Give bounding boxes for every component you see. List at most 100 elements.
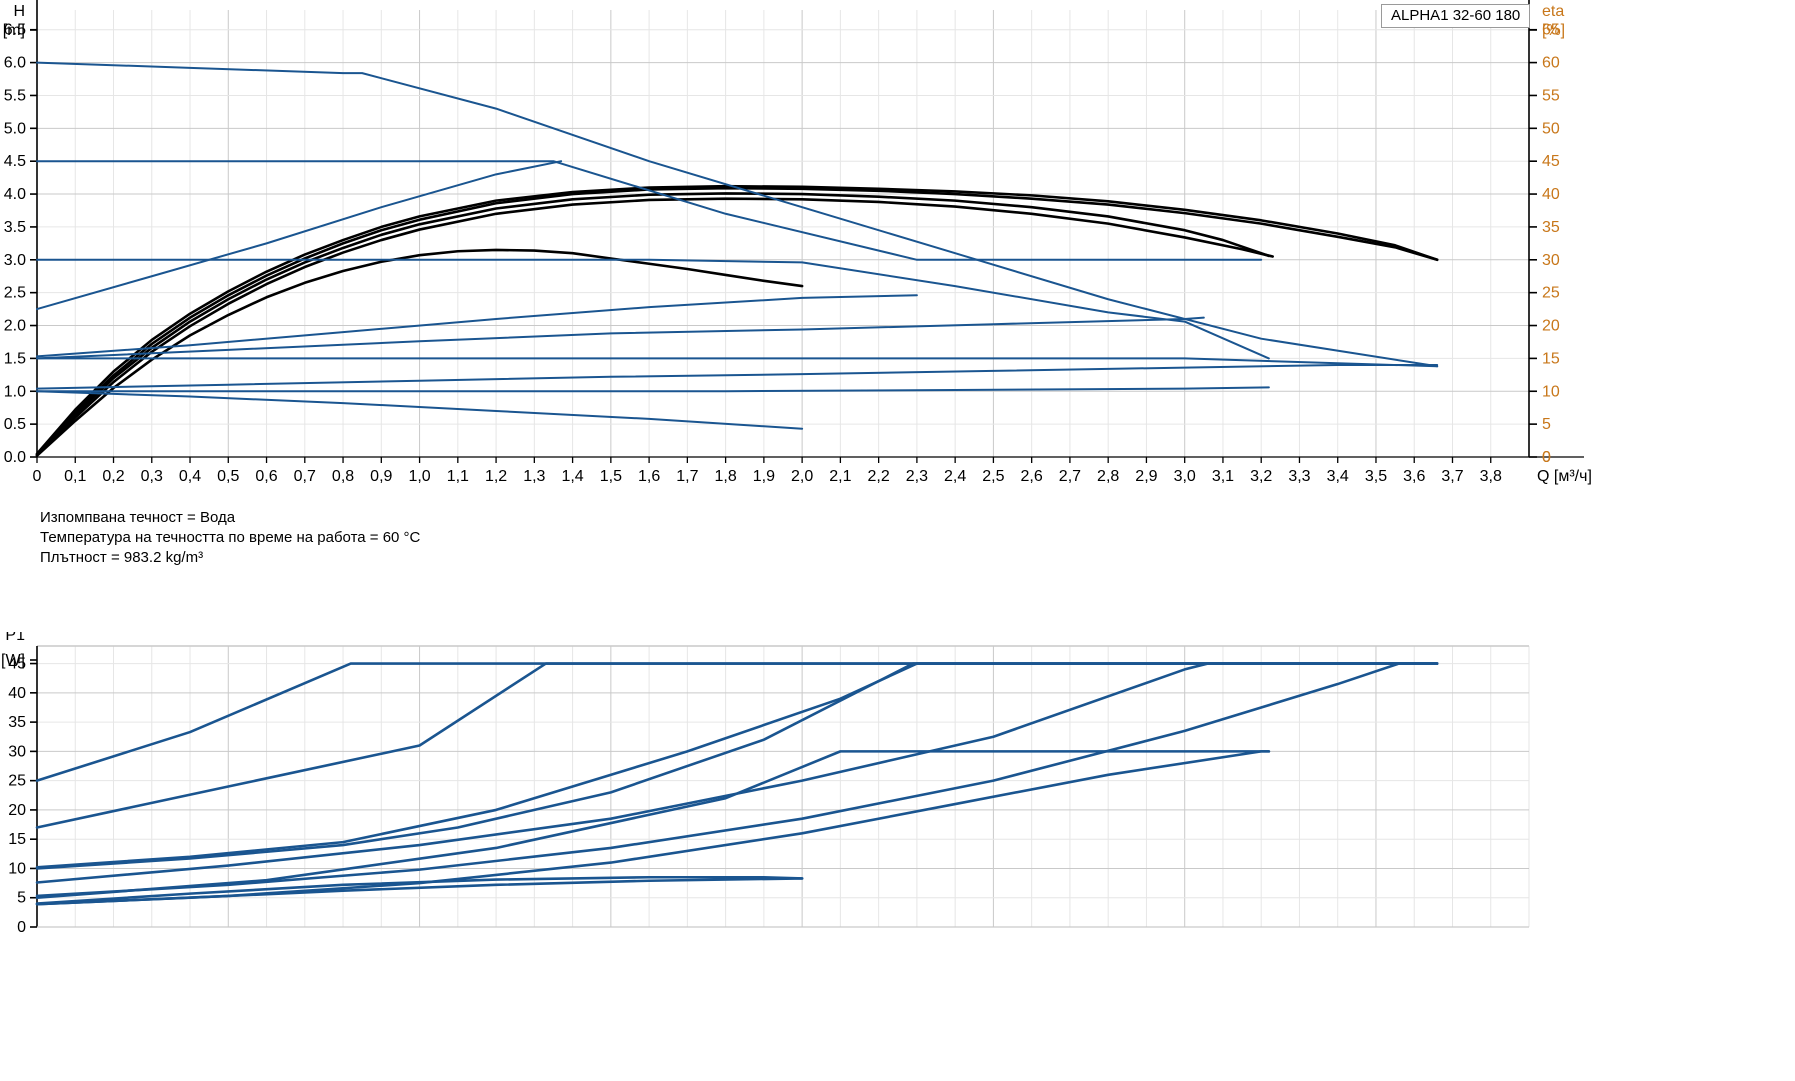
x-axis-tick-label: 2,3	[906, 468, 928, 485]
power-y-axis-tick-label: 0	[17, 919, 26, 936]
head-efficiency-svg: 0.0 0.5 1.0 1.5 2.0 2.5 3.0 3.5 4.0 4.5 5.0 5.5 6.0 6…	[3, 0, 1592, 485]
y-axis-right-tick-label: 15	[1542, 350, 1560, 367]
y-axis-right-tick-label: 55	[1542, 87, 1560, 104]
x-axis-tick-label: 1,5	[600, 468, 622, 485]
efficiency-curve	[36, 61, 1439, 368]
power-y-axis-tick-label: 30	[8, 743, 26, 760]
y-axis-left-tick-label: 6.0	[4, 55, 26, 72]
x-axis-tick-label: 3,7	[1441, 468, 1463, 485]
head-curve	[35, 197, 1274, 457]
efficiency-curve	[36, 386, 1270, 393]
y-axis-left-tick-label: 3.0	[4, 252, 26, 269]
power-y-axis-unit: [W]	[1, 652, 25, 669]
y-axis-left-tick-label: 2.5	[4, 285, 26, 302]
y-axis-right-title: eta	[1542, 3, 1564, 20]
y-axis-left-tick-label: 2.0	[4, 318, 26, 335]
power-curve	[35, 662, 1439, 898]
x-axis-tick-label: 1,9	[753, 468, 775, 485]
y-axis-left-tick-label: 3.5	[4, 219, 26, 236]
power-y-axis-tick-label: 20	[8, 802, 26, 819]
efficiency-curve	[36, 363, 1439, 390]
y-axis-right-tick-label: 0	[1542, 449, 1551, 466]
y-axis-right-tick-label: 60	[1542, 55, 1560, 72]
y-axis-right-tick-label: 10	[1542, 383, 1560, 400]
y-axis-left-tick-label: 6.5	[4, 22, 26, 39]
x-axis-tick-label: 1,2	[485, 468, 507, 485]
x-axis-tick-label: 0,5	[217, 468, 239, 485]
liquid-notes: Изпомпвана течност = Вода Температура на…	[40, 508, 420, 568]
y-axis-right-tick-label: 50	[1542, 120, 1560, 137]
x-axis-tick-label: 3,1	[1212, 468, 1234, 485]
power-curve	[35, 662, 1439, 869]
x-axis-tick-label: 0,4	[179, 468, 201, 485]
power-curve	[35, 662, 1439, 884]
head-efficiency-chart: 0.0 0.5 1.0 1.5 2.0 2.5 3.0 3.5 4.0 4.5 5.0 5.5 6.0 6…	[3, 0, 1592, 485]
y-axis-right-zero-label: 0	[1542, 449, 1551, 466]
y-axis-left-tick-label: 1.0	[4, 383, 26, 400]
efficiency-curve	[36, 357, 1439, 368]
y-axis-left-unit: [m]	[3, 22, 25, 39]
power-y-axis-tick-label: 35	[8, 714, 26, 731]
x-axis-tick-label: 0,1	[64, 468, 86, 485]
power-y-axis-tick-label: 45	[8, 656, 26, 673]
note-pumped-liquid: Изпомпвана течност = Вода	[40, 509, 236, 526]
power-curve	[35, 875, 804, 905]
y-axis-left-tick-label: 5.0	[4, 120, 26, 137]
x-axis-tick-label: 2,7	[1059, 468, 1081, 485]
x-axis-tick-label: 2,4	[944, 468, 966, 485]
x-axis-tick-label: 3,8	[1480, 468, 1502, 485]
x-axis-tick-label: 3,2	[1250, 468, 1272, 485]
pump-model-label: ALPHA1 32-60 180	[1391, 7, 1521, 24]
y-axis-right-tick-label: 30	[1542, 252, 1560, 269]
x-axis-tick-label: 1,0	[408, 468, 430, 485]
x-axis-tick-label: 3,6	[1403, 468, 1425, 485]
y-axis-left-tick-label: 0.5	[4, 416, 26, 433]
x-axis-tick-label: 2,8	[1097, 468, 1119, 485]
x-axis-tick-label: 0,2	[102, 468, 124, 485]
efficiency-curve	[36, 258, 1270, 360]
x-axis-tick-label: 3,0	[1174, 468, 1196, 485]
x-axis-tick-label: 2,9	[1135, 468, 1157, 485]
efficiency-curve	[36, 316, 1205, 360]
y-axis-right-tick-label: 25	[1542, 285, 1560, 302]
head-curve	[35, 184, 1439, 456]
head-curve	[35, 192, 1271, 457]
y-axis-left-tick-label: 4.5	[4, 153, 26, 170]
head-curve	[35, 248, 804, 457]
y-axis-right-tick-label: 45	[1542, 153, 1560, 170]
power-y-axis-tick-label: 15	[8, 831, 26, 848]
x-axis-tick-label: 1,8	[714, 468, 736, 485]
y-axis-right-tick-label: 35	[1542, 219, 1560, 236]
efficiency-curve	[36, 160, 563, 311]
x-axis-tick-label: 2,0	[791, 468, 813, 485]
x-axis-tick-label: 0	[33, 468, 42, 485]
power-y-axis-tick-label: 25	[8, 773, 26, 790]
y-axis-left-tick-label: 0.0	[4, 449, 26, 466]
power-y-axis-tick-label: 5	[17, 890, 26, 907]
y-axis-right-tick-label: 40	[1542, 186, 1560, 203]
x-axis-tick-label: 2,2	[868, 468, 890, 485]
x-axis-tick-label: 0,8	[332, 468, 354, 485]
head-curve	[35, 186, 1439, 456]
power-curve	[35, 662, 1439, 829]
x-axis-tick-label: 1,3	[523, 468, 545, 485]
power-curve	[35, 662, 1439, 870]
x-axis-tick-label: 0,9	[370, 468, 392, 485]
x-axis-title: Q [м³/ч]	[1537, 468, 1592, 485]
x-axis-tick-label: 3,5	[1365, 468, 1387, 485]
power-y-axis-title: P1	[5, 632, 25, 644]
x-axis-tick-label: 1,6	[638, 468, 660, 485]
power-y-axis-tick-label: 10	[8, 860, 26, 877]
y-axis-right-tick-label: 20	[1542, 318, 1560, 335]
y-axis-left-tick-label: 1.5	[4, 350, 26, 367]
x-axis-tick-label: 2,6	[1021, 468, 1043, 485]
x-axis-tick-label: 3,3	[1288, 468, 1310, 485]
power-chart: 0 5 10 15 20 25 30 35 40 45 P1 [W]	[0, 632, 1795, 1081]
power-curve	[35, 750, 1271, 900]
power-y-axis-tick-label: 40	[8, 685, 26, 702]
x-axis-tick-label: 1,7	[676, 468, 698, 485]
x-axis-tick-label: 2,5	[982, 468, 1004, 485]
x-axis-tick-label: 0,7	[294, 468, 316, 485]
power-curve	[35, 877, 804, 906]
